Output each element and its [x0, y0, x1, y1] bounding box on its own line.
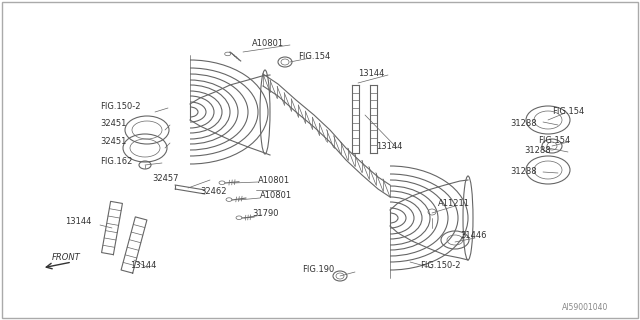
Text: 13144: 13144 — [130, 261, 156, 270]
Text: 31288: 31288 — [510, 118, 536, 127]
Text: A10801: A10801 — [260, 191, 292, 201]
Text: A10801: A10801 — [252, 38, 284, 47]
Text: 13144: 13144 — [358, 68, 385, 77]
Text: FIG.154: FIG.154 — [538, 135, 570, 145]
Text: 31288: 31288 — [510, 166, 536, 175]
Text: FIG.162: FIG.162 — [100, 156, 132, 165]
Text: 31790: 31790 — [252, 209, 278, 218]
Text: 13144: 13144 — [65, 218, 92, 227]
Text: 32451: 32451 — [100, 118, 126, 127]
Text: FIG.154: FIG.154 — [298, 52, 330, 60]
Text: 31446: 31446 — [460, 231, 486, 241]
Text: 13144: 13144 — [376, 141, 403, 150]
Text: 31288: 31288 — [524, 146, 550, 155]
Text: A10801: A10801 — [258, 175, 290, 185]
Text: 32451: 32451 — [100, 137, 126, 146]
Text: 32462: 32462 — [200, 188, 227, 196]
Text: FRONT: FRONT — [52, 253, 81, 262]
Text: FIG.190: FIG.190 — [302, 266, 334, 275]
Text: FIG.154: FIG.154 — [552, 107, 584, 116]
Text: AI59001040: AI59001040 — [562, 303, 609, 313]
Text: FIG.150-2: FIG.150-2 — [420, 261, 461, 270]
Text: 32457: 32457 — [152, 173, 179, 182]
Text: A11211: A11211 — [438, 199, 470, 209]
Text: FIG.150-2: FIG.150-2 — [100, 101, 141, 110]
